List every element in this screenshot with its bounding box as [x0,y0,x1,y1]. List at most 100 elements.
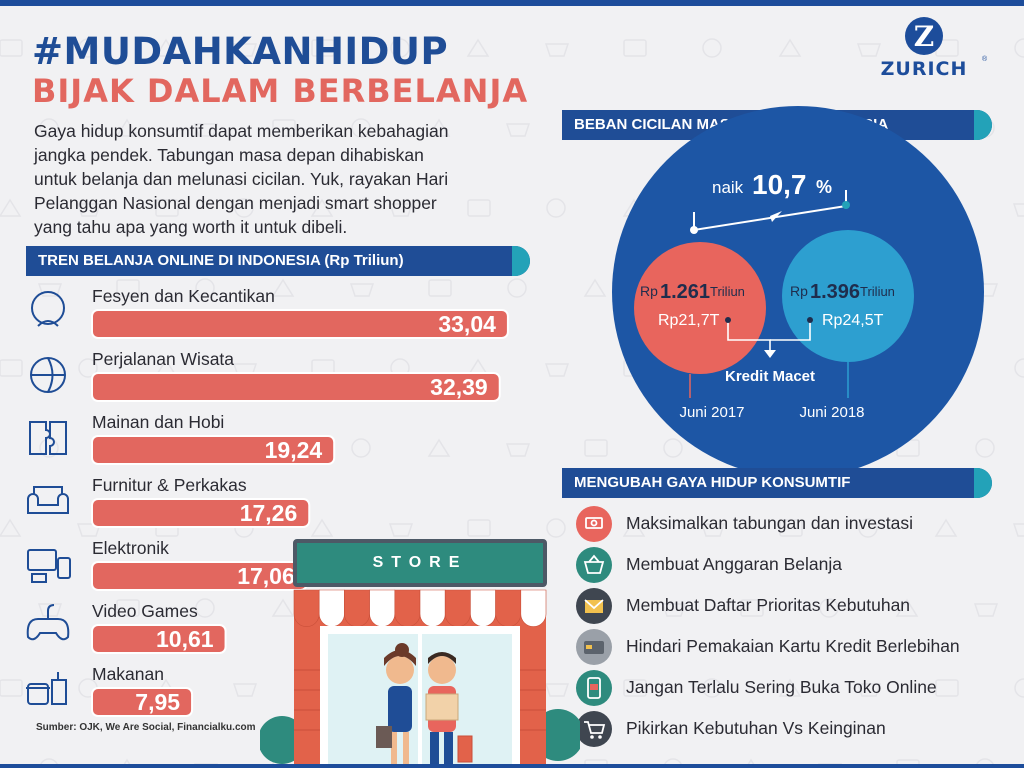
tip-label: Jangan Terlalu Sering Buka Toko Online [626,677,937,697]
awning-stripe [520,589,547,627]
category-label: Furnitur & Perkakas [92,475,247,495]
store-building [260,589,580,768]
shopper-woman [376,643,416,766]
bar-6 [91,687,194,717]
gamepad-icon [26,604,70,641]
page-title: #MUDAHKANHIDUP [32,30,449,73]
credit-card-icon [576,629,612,665]
increase-arrow-line [693,190,847,232]
store-sign-text: STORE [372,554,468,571]
zurich-logo-letter: Z [914,20,934,53]
tip-item: Pikirkan Kebutuhan Vs Keinginan [576,711,1016,747]
bar-3 [91,498,311,528]
category-label: Perjalanan Wisata [92,349,235,369]
zurich-logo: Z ZURICH ® [868,16,998,84]
category-label: Elektronik [92,538,169,558]
awning-stripe [470,589,496,627]
category-label: Mainan dan Hobi [92,412,225,432]
tip-item: Maksimalkan tabungan dan investasi [576,506,1016,542]
cart-icon [576,711,612,747]
bar-value-label: 17,06 [237,563,295,589]
awning-stripe [419,589,446,627]
connector-dot-2017 [725,317,731,323]
category-label: Video Games [92,601,198,621]
tip-item: Membuat Anggaran Belanja [576,547,1016,583]
top-accent-bar [0,0,1024,6]
page-subtitle: BIJAK DALAM BERBELANJA [32,72,529,110]
tip-label: Membuat Anggaran Belanja [626,554,842,574]
tip-label: Hindari Pemakaian Kartu Kredit Berlebiha… [626,636,960,656]
devices-icon [27,549,71,583]
amount-2018-currency: Rp [790,283,808,299]
bottom-accent-bar [0,764,1024,768]
tip-label: Membuat Daftar Prioritas Kebutuhan [626,595,911,615]
circle-2018 [782,230,914,362]
tip-item: Membuat Daftar Prioritas Kebutuhan [576,588,1016,624]
bad-credit-2018: Rp24,5T [822,312,884,329]
period-2018: Juni 2018 [799,404,864,421]
increase-prefix: naik [712,178,744,197]
category-label: Makanan [92,664,164,684]
bar-value-label: 7,95 [135,689,180,715]
intro-line: Gaya hidup konsumtif dapat memberikan ke… [34,121,449,141]
category-label: Fesyen dan Kecantikan [92,286,275,306]
bar-value-label: 17,26 [240,500,298,526]
increase-arrow-end [842,201,850,209]
globe-plane-icon [30,357,66,393]
source-note: Sumber: OJK, We Are Social, Financialku.… [36,722,256,733]
online-trend-title: TREN BELANJA ONLINE DI INDONESIA (Rp Tri… [38,252,404,269]
intro-line: jangka pendek. Tabungan masa depan dihab… [34,145,424,165]
bar-value-label: 33,04 [438,311,496,337]
basket-icon [576,547,612,583]
amount-2017-currency: Rp [640,283,658,299]
zurich-logo-text: ZURICH [880,58,968,80]
awning-stripe [444,589,471,627]
tip-label: Pikirkan Kebutuhan Vs Keinginan [626,718,886,738]
circle-2017 [634,242,766,374]
period-2017: Juni 2017 [679,404,744,421]
bar-0 [91,309,509,339]
puzzle-icon [29,421,67,455]
bar-2 [91,435,336,465]
amount-2017-unit: Triliun [710,284,745,299]
bad-credit-2017: Rp21,7T [658,312,720,329]
awning-stripe [293,589,320,627]
intro-line: untuk belanja dan melunasi cicilan. Yuk,… [34,169,449,189]
bar-value-label: 32,39 [430,374,488,400]
bad-credit-connector-2017 [727,320,771,352]
awning-stripe [369,589,396,627]
store-awning [293,589,547,627]
amount-2018-value: 1.396 [810,281,860,303]
bar-value-label: 10,61 [156,626,214,652]
tip-label: Maksimalkan tabungan dan investasi [626,513,913,533]
tip-item: Hindari Pemakaian Kartu Kredit Berlebiha… [576,629,1016,665]
tips-title: MENGUBAH GAYA HIDUP KONSUMTIF [574,474,851,491]
awning-stripe [318,589,345,627]
store-illustration: STORE [260,530,580,768]
tip-item: Jangan Terlalu Sering Buka Toko Online [576,670,1016,706]
bad-credit-connector-2018 [770,320,811,341]
intro-line: Pelanggan Nasional dengan menjadi smart … [34,193,437,213]
online-trend-chart: 33,04 32,39 19,24 17,26 17,06 10,61 7,95 [26,291,509,717]
awning-stripe [394,589,421,627]
connector-dot-2018 [807,317,813,323]
fastfood-icon [26,672,67,705]
bar-1 [91,372,501,402]
increase-unit: % [816,177,832,197]
sofa-icon [27,486,69,514]
amount-2018-unit: Triliun [860,284,895,299]
money-icon [576,506,612,542]
awning-stripe [495,589,522,627]
increase-arrow-head [770,211,782,222]
online-shop-icon [576,670,612,706]
awning-stripe [344,589,370,627]
zurich-logo-mark: Z [905,17,943,55]
online-trend-header: TREN BELANJA ONLINE DI INDONESIA (Rp Tri… [26,246,530,276]
intro-text: Gaya hidup konsumtif dapat memberikan ke… [34,119,534,239]
envelope-icon [576,588,612,624]
connector-arrow [764,350,776,358]
shopper-man [425,652,473,766]
increase-arrow-start [690,226,698,234]
intro-line: yang tahu apa yang worth it untuk dibeli… [34,217,348,237]
